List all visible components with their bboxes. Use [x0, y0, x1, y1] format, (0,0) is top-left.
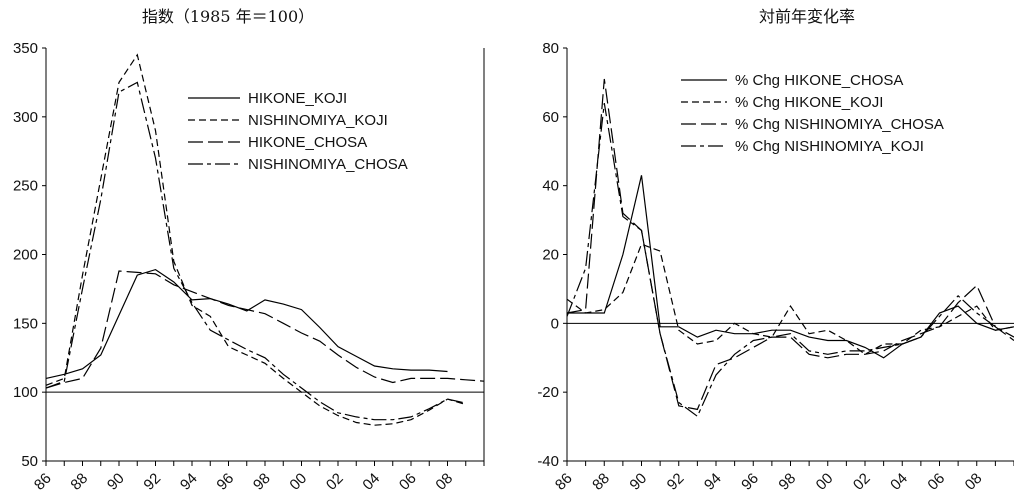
- legend-label: HIKONE_CHOSA: [248, 134, 367, 151]
- y-tick-label: 0: [551, 315, 559, 332]
- chart-2: 対前年変化率 -40 -20 0 20 40 60 80 86 88 90 92 94 96 98 00 02 0…: [537, 7, 1014, 494]
- x-tick-label: 06: [396, 470, 420, 494]
- series-line-4: [566, 103, 1014, 418]
- x-tick-label: 00: [813, 470, 837, 494]
- x-tick-label: 04: [359, 470, 383, 494]
- y-tick-label: 80: [542, 40, 559, 57]
- y-tick-label: 50: [21, 453, 38, 470]
- x-tick-label: 88: [67, 470, 91, 494]
- x-tick-label: 88: [589, 470, 613, 494]
- x-tick-label: 92: [664, 470, 688, 494]
- y-tick-label: 40: [542, 178, 559, 195]
- series-line-1: [45, 268, 448, 379]
- legend-label: % Chg HIKONE_CHOSA: [735, 72, 903, 89]
- legend-label: HIKONE_KOJI: [248, 90, 347, 107]
- chart-1: 指数（1985 年＝100） 50 100 150 200 250 300 350 86 88 90…: [13, 7, 485, 494]
- y-tick-label: 150: [13, 315, 38, 332]
- x-tick-label: 02: [850, 470, 874, 494]
- chart-title: 指数（1985 年＝100）: [142, 7, 314, 26]
- x-tick-label: 94: [177, 470, 201, 494]
- legend-label: % Chg NISHINOMIYA_KOJI: [735, 138, 924, 155]
- x-tick-label: 92: [140, 470, 164, 494]
- x-tick-label: 00: [286, 470, 310, 494]
- x-tick-label: 96: [738, 470, 762, 494]
- x-tick-label: 90: [104, 470, 128, 494]
- y-tick-label: 20: [542, 247, 559, 264]
- x-tick-label: 96: [213, 470, 237, 494]
- x-tick-label: 86: [552, 470, 576, 494]
- y-tick-label: -40: [537, 453, 559, 470]
- y-tick-label: 200: [13, 247, 38, 264]
- x-tick-label: 98: [775, 470, 799, 494]
- x-tick-label: 08: [962, 470, 986, 494]
- legend-label: NISHINOMIYA_CHOSA: [248, 156, 408, 173]
- series-line-2: [566, 243, 1014, 356]
- y-tick-label: 300: [13, 109, 38, 126]
- x-tick-label: 02: [323, 470, 347, 494]
- y-tick-label: 100: [13, 384, 38, 401]
- x-tick-label: 90: [626, 470, 650, 494]
- series-line-1: [567, 175, 1014, 359]
- chart-title: 対前年変化率: [759, 7, 855, 26]
- series-line-3: [45, 270, 485, 389]
- y-tick-label: 250: [13, 178, 38, 195]
- x-tick-label: 06: [924, 470, 948, 494]
- y-tick-label: 350: [13, 40, 38, 57]
- series-line-2: [45, 53, 466, 426]
- x-tick-label: 98: [250, 470, 274, 494]
- x-tick-label: 04: [887, 470, 911, 494]
- legend-label: % Chg NISHINOMIYA_CHOSA: [735, 116, 944, 133]
- legend-label: % Chg HIKONE_KOJI: [735, 94, 883, 111]
- x-tick-label: 94: [701, 470, 725, 494]
- legend-label: NISHINOMIYA_KOJI: [248, 112, 388, 129]
- x-tick-label: 08: [432, 470, 456, 494]
- x-tick-label: 86: [31, 470, 55, 494]
- y-tick-label: -20: [537, 384, 559, 401]
- y-tick-label: 60: [542, 109, 559, 126]
